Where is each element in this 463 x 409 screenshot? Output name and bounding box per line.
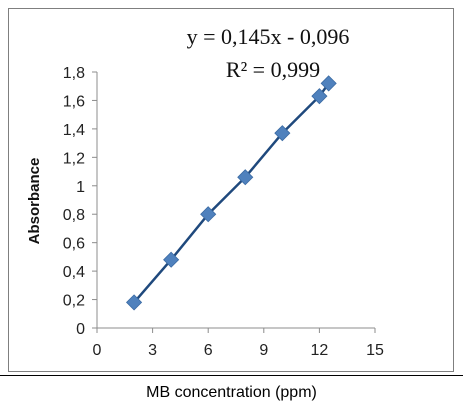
- y-tick-label: 1,6: [63, 93, 85, 110]
- data-point: [237, 169, 254, 186]
- data-point: [274, 125, 291, 142]
- data-point: [200, 206, 217, 223]
- x-tick-label: 0: [93, 342, 102, 359]
- y-axis-label: Absorbance: [26, 158, 43, 245]
- x-tick-label: 6: [204, 342, 213, 359]
- x-tick-label: 12: [311, 342, 329, 359]
- axes: [96, 72, 375, 329]
- data-point: [320, 75, 337, 92]
- x-axis-label: MB concentration (ppm): [146, 384, 317, 401]
- data-points: [126, 75, 337, 311]
- data-point: [163, 251, 180, 268]
- y-tick-label: 0,2: [63, 293, 85, 310]
- x-tick-label: 15: [366, 342, 384, 359]
- chart-frame: [8, 8, 454, 372]
- x-tick-label: 3: [148, 342, 157, 359]
- y-tick-label: 1,2: [63, 150, 85, 167]
- r-squared-annotation: R² = 0,999: [226, 57, 320, 82]
- y-tick-label: 0,8: [63, 207, 85, 224]
- data-point: [311, 88, 328, 105]
- series-line: [133, 82, 330, 304]
- y-tick-label: 1,8: [63, 65, 85, 82]
- equation-annotation: y = 0,145x - 0,096: [187, 24, 350, 49]
- y-ticks: 0 0,2 0,4 0,6 0,8 1 1,2 1,4 1,6 1,8: [63, 65, 97, 338]
- caption-rule: [0, 375, 463, 376]
- y-tick-label: 0,4: [63, 264, 85, 281]
- y-tick-label: 1,4: [63, 122, 85, 139]
- y-tick-label: 0,6: [63, 236, 85, 253]
- y-tick-label: 1: [76, 179, 85, 196]
- x-ticks: 0 3 6 9 12 15: [93, 328, 384, 359]
- x-tick-label: 9: [259, 342, 268, 359]
- y-tick-label: 0: [76, 321, 85, 338]
- data-point: [126, 294, 143, 311]
- trendline-group: [133, 82, 330, 304]
